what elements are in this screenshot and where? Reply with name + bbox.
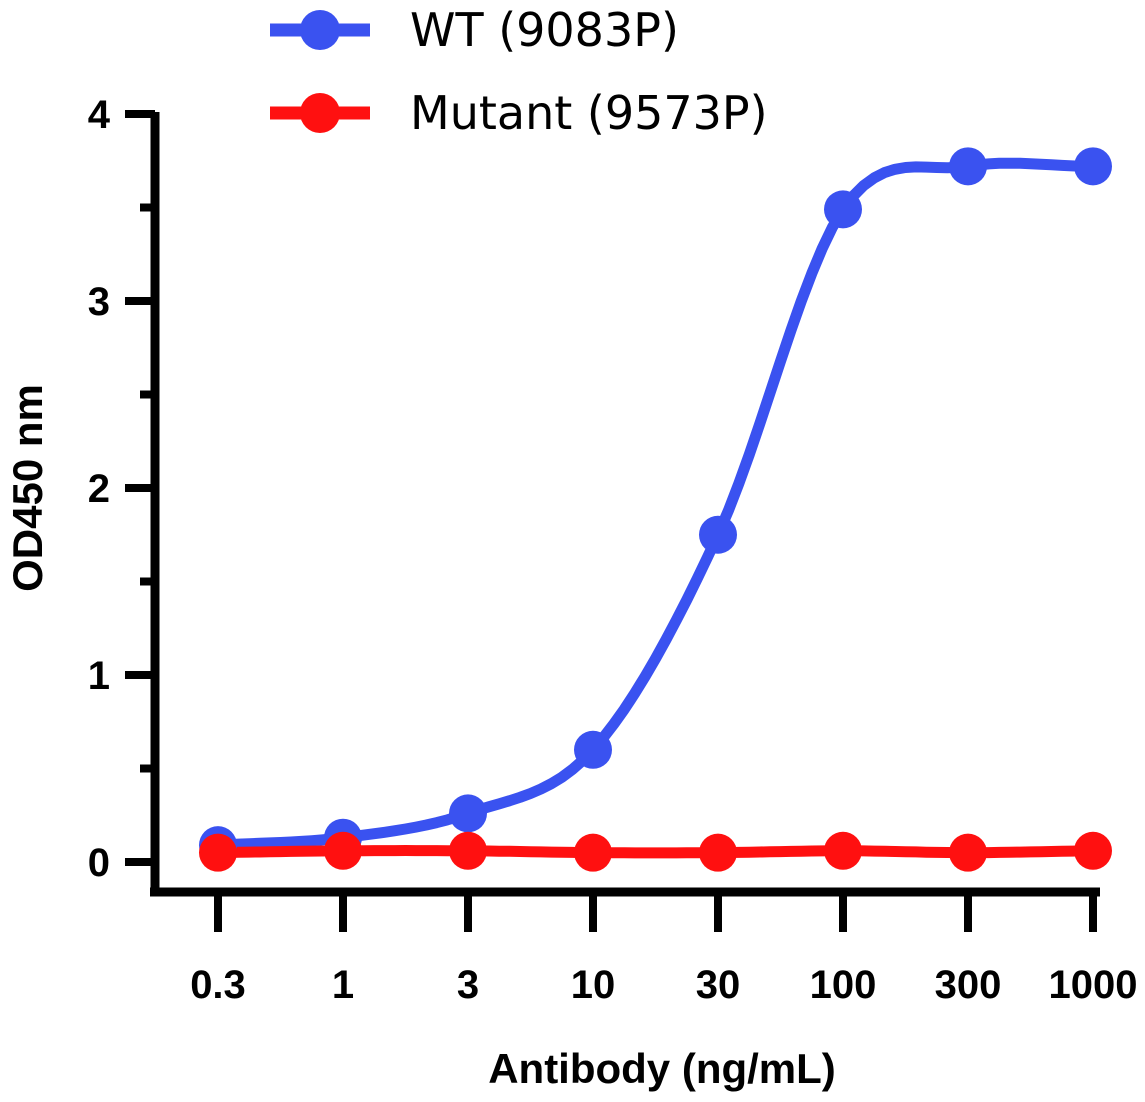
x-tick-label-3: 10	[571, 963, 616, 1007]
data-point-mutant-6	[949, 833, 987, 872]
y-tick-label-1: 1	[88, 654, 110, 698]
data-point-mutant-1	[324, 831, 362, 870]
series-layer	[199, 147, 1112, 872]
x-tick-label-0: 0.3	[190, 963, 246, 1007]
data-point-wt-5	[824, 190, 862, 229]
x-tick-label-2: 3	[457, 963, 479, 1007]
series-line-mutant	[212, 845, 1099, 859]
data-point-wt-3	[574, 730, 612, 769]
legend-marker-mutant	[300, 93, 340, 133]
data-point-mutant-7	[1074, 831, 1112, 870]
x-tick-label-5: 100	[810, 963, 877, 1007]
y-tick-label-4: 4	[88, 93, 111, 137]
data-point-wt-4	[699, 515, 737, 554]
x-axis-title: Antibody (ng/mL)	[488, 1045, 836, 1092]
x-axis-ticks: 0.3 1 3 10 30 100 300 1000	[190, 892, 1137, 1007]
data-point-wt-7	[1074, 147, 1112, 186]
data-point-mutant-5	[824, 831, 862, 870]
legend-entry-mutant: Mutant (9573P)	[270, 86, 768, 140]
legend-label-wt: WT (9083P)	[410, 3, 679, 57]
data-point-mutant-3	[574, 833, 612, 872]
legend-marker-wt	[300, 10, 340, 50]
axes	[150, 112, 1100, 897]
x-tick-label-7: 1000	[1049, 963, 1138, 1007]
series-line-wt	[212, 157, 1099, 851]
legend-entry-wt: WT (9083P)	[270, 3, 679, 57]
data-point-mutant-4	[699, 833, 737, 872]
y-tick-label-0: 0	[88, 841, 110, 885]
data-point-mutant-2	[449, 831, 487, 870]
y-axis-title: OD450 nm	[4, 384, 51, 592]
x-tick-label-1: 1	[332, 963, 354, 1007]
data-point-wt-6	[949, 147, 987, 186]
y-tick-label-2: 2	[88, 467, 110, 511]
legend-label-mutant: Mutant (9573P)	[410, 86, 768, 140]
data-point-mutant-0	[199, 833, 237, 872]
legend: WT (9083P) Mutant (9573P)	[270, 3, 768, 140]
x-tick-label-4: 30	[696, 963, 741, 1007]
data-point-wt-2	[449, 794, 487, 833]
y-tick-label-3: 3	[88, 280, 110, 324]
y-axis-ticks: 0 1 2 3 4	[88, 93, 155, 885]
x-tick-label-6: 300	[935, 963, 1002, 1007]
